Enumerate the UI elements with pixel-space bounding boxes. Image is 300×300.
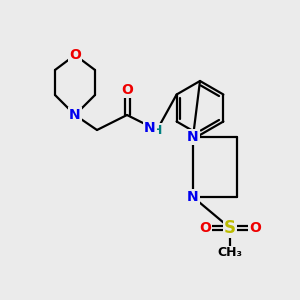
Text: O: O [121, 83, 133, 97]
Text: N: N [69, 108, 81, 122]
Text: N: N [187, 190, 199, 204]
Text: N: N [187, 130, 199, 144]
Text: N: N [144, 121, 156, 135]
Text: O: O [69, 48, 81, 62]
Text: H: H [152, 124, 162, 136]
Text: S: S [224, 219, 236, 237]
Text: O: O [199, 221, 211, 235]
Text: CH₃: CH₃ [218, 247, 242, 260]
Text: O: O [249, 221, 261, 235]
